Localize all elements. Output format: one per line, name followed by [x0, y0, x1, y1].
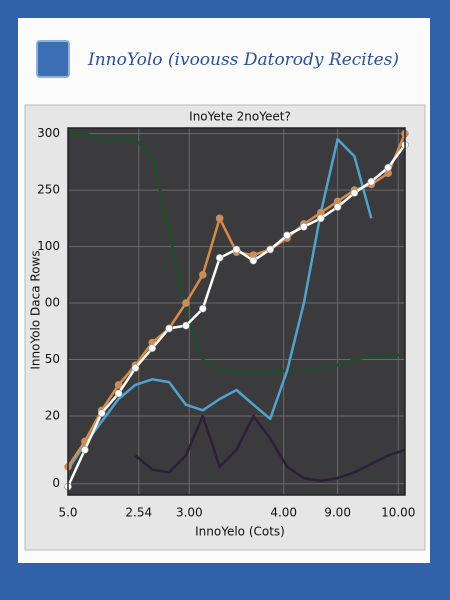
- point: [215, 214, 224, 223]
- x-tick-label: 9.00: [324, 506, 351, 520]
- x-tick-label: 4.00: [270, 506, 297, 520]
- y-tick-label: 100: [37, 239, 60, 253]
- app-icon: [36, 40, 70, 78]
- x-tick-label: 10.00: [381, 506, 415, 520]
- point: [249, 256, 258, 265]
- point: [384, 163, 392, 172]
- y-axis-label: InnoYolo Daca Rows: [29, 250, 43, 369]
- series-line: [68, 132, 406, 374]
- y-tick-label: 20: [45, 408, 60, 422]
- chart-title: InoYete 2noYeet?: [189, 110, 291, 124]
- point: [333, 203, 342, 211]
- y-tick-label: 250: [37, 183, 60, 197]
- x-tick-label: 2.54: [125, 506, 152, 520]
- point: [148, 344, 157, 353]
- point: [182, 321, 190, 330]
- point: [367, 177, 376, 186]
- point: [199, 270, 207, 279]
- point: [199, 304, 207, 313]
- x-tick-label: 3.00: [176, 506, 203, 520]
- point: [131, 364, 140, 372]
- point: [97, 409, 106, 417]
- point: [266, 245, 275, 254]
- y-tick-label: 0: [52, 476, 60, 490]
- y-tick-label: 300: [37, 126, 60, 140]
- point: [114, 389, 123, 398]
- point: [316, 214, 325, 223]
- x-tick-label: 5.0: [58, 506, 77, 520]
- point: [114, 381, 123, 389]
- point: [81, 446, 89, 454]
- point: [215, 254, 224, 262]
- point: [165, 324, 173, 333]
- point: [232, 245, 241, 254]
- plot-border: [67, 127, 406, 496]
- point: [300, 223, 308, 231]
- series-line: [134, 414, 406, 483]
- app-title: InnoYolo (ivoouss Datorody Recites): [88, 50, 399, 70]
- x-axis-label: InnoYelo (Cots): [195, 525, 285, 539]
- point: [350, 189, 359, 197]
- y-tick-label: 00: [45, 296, 60, 310]
- point: [182, 299, 190, 307]
- y-tick-label: 50: [45, 352, 60, 366]
- point: [283, 231, 291, 240]
- plot-area: [68, 128, 405, 495]
